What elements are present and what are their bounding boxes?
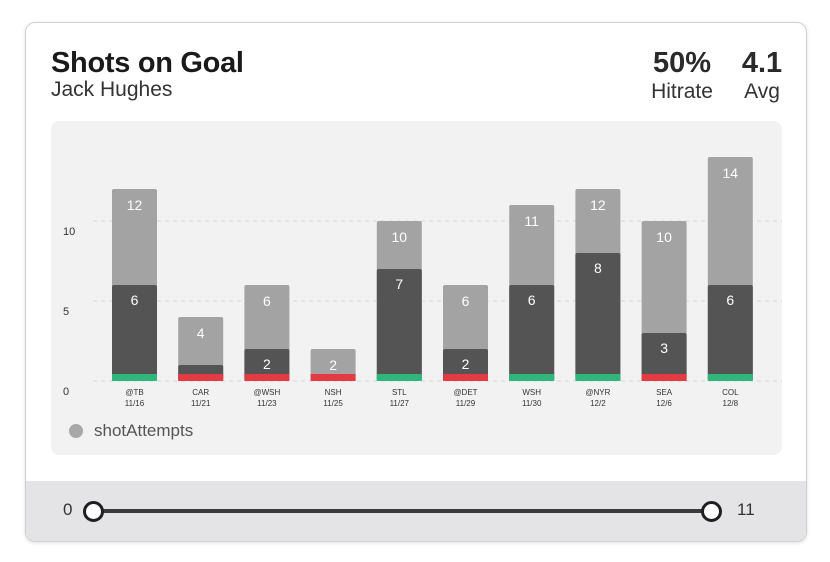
miss-indicator (443, 374, 488, 381)
x-tick-date: 12/6 (656, 399, 672, 408)
shots-on-goal-bar (641, 333, 687, 381)
shots-on-goal-bar (443, 349, 488, 381)
shots-on-goal-card: Shots on Goal Jack Hughes 50% Hitrate 4.… (25, 22, 807, 542)
y-tick-label: 5 (63, 306, 69, 318)
shots-on-goal-bar (707, 285, 753, 381)
hit-indicator (575, 374, 621, 381)
x-tick-opponent: @TB (125, 388, 143, 397)
y-tick-label: 0 (63, 386, 69, 398)
chart-legend[interactable]: shotAttempts (69, 421, 193, 441)
x-tick-opponent: COL (722, 388, 739, 397)
x-tick-opponent: SEA (656, 388, 673, 397)
miss-indicator (641, 374, 687, 381)
shot-attempts-label: 10 (656, 229, 672, 245)
shot-attempts-label: 11 (524, 213, 539, 229)
range-handle-low[interactable] (83, 501, 104, 522)
x-tick-opponent: @DET (453, 388, 477, 397)
range-handle-high[interactable] (701, 501, 722, 522)
range-max-label: 11 (737, 500, 755, 519)
x-tick-date: 11/30 (522, 399, 542, 408)
hit-indicator (707, 374, 753, 381)
legend-label: shotAttempts (94, 421, 194, 440)
shots-on-goal-label: 6 (726, 292, 734, 308)
x-tick-opponent: STL (392, 388, 407, 397)
x-tick-opponent: NSH (325, 388, 342, 397)
x-tick-opponent: CAR (192, 388, 209, 397)
shots-on-goal-bar (376, 269, 422, 381)
x-tick-date: 11/16 (125, 399, 145, 408)
shot-attempts-label: 4 (197, 325, 205, 341)
shots-on-goal-bar (244, 349, 290, 381)
x-tick-date: 11/25 (323, 399, 343, 408)
hitrate-value: 50% (652, 47, 712, 79)
avg-stat: 4.1 Avg (738, 47, 786, 105)
x-tick-date: 11/23 (257, 399, 277, 408)
shots-on-goal-label: 6 (131, 292, 139, 308)
shots-on-goal-bar (509, 285, 555, 381)
x-tick-opponent: @NYR (585, 388, 610, 397)
shots-on-goal-label: 2 (263, 356, 271, 372)
player-name: Jack Hughes (51, 78, 173, 101)
shots-on-goal-label: 3 (660, 340, 668, 356)
shot-attempts-bar (310, 349, 356, 381)
x-tick-date: 12/8 (723, 399, 739, 408)
shot-attempts-label: 14 (723, 165, 739, 181)
shot-attempts-label: 12 (127, 197, 143, 213)
avg-label: Avg (744, 80, 780, 103)
shot-attempts-label: 6 (263, 293, 271, 309)
range-slider-bar: 0 11 (26, 481, 806, 541)
shots-on-goal-bar (575, 253, 621, 381)
x-tick-opponent: @WSH (254, 388, 281, 397)
miss-indicator (178, 374, 224, 381)
miss-indicator (244, 374, 290, 381)
y-tick-label: 10 (63, 226, 75, 238)
shots-on-goal-bar (112, 285, 157, 381)
hit-indicator (112, 374, 157, 381)
miss-indicator (310, 374, 356, 381)
range-min-label: 0 (63, 500, 73, 519)
avg-value: 4.1 (741, 47, 783, 79)
shot-attempts-label: 6 (462, 293, 470, 309)
x-tick-date: 11/29 (456, 399, 476, 408)
x-tick-date: 11/27 (390, 399, 410, 408)
shot-attempts-label: 12 (590, 197, 606, 213)
hit-indicator (376, 374, 422, 381)
legend-swatch (69, 424, 83, 438)
shot-attempts-label: 10 (392, 229, 408, 245)
x-tick-date: 11/21 (191, 399, 211, 408)
hitrate-stat: 50% Hitrate (644, 47, 720, 105)
x-tick-date: 12/2 (590, 399, 606, 408)
range-track[interactable] (94, 509, 712, 513)
x-tick-opponent: WSH (522, 388, 541, 397)
hit-indicator (509, 374, 555, 381)
card-title: Shots on Goal (51, 47, 244, 79)
shots-on-goal-label: 7 (395, 276, 403, 292)
bar-chart: 0 5 10 12 6 @TB 11/16 4 CAR 11/21 6 2 @WSH 11/23 2 NSH 1… (63, 157, 782, 408)
shots-on-goal-label: 6 (528, 292, 536, 308)
shots-on-goal-label: 8 (594, 260, 602, 276)
hitrate-label: Hitrate (651, 80, 713, 103)
shot-attempts-label: 2 (329, 357, 337, 373)
shots-on-goal-label: 2 (462, 356, 470, 372)
chart-area: 0 5 10 12 6 @TB 11/16 4 CAR 11/21 6 2 @WSH 11/23 2 NSH 1… (51, 121, 782, 455)
